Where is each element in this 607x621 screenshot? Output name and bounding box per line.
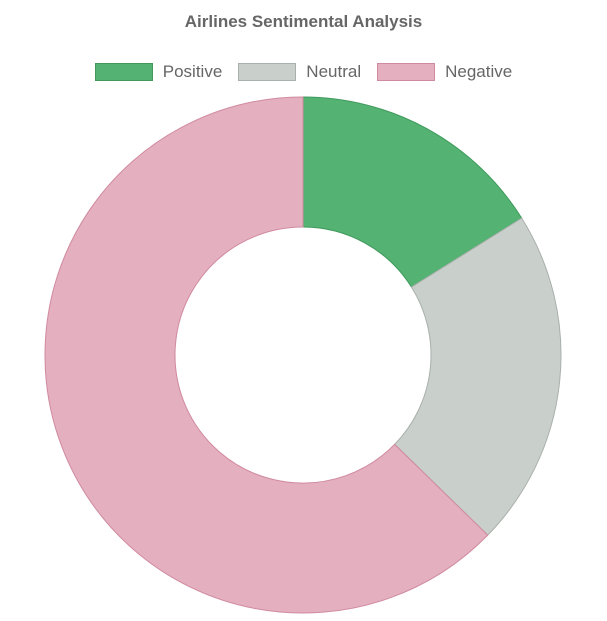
slice-neutral[interactable]	[393, 217, 562, 536]
legend-item-negative[interactable]: Negative	[377, 62, 512, 82]
chart-title: Airlines Sentimental Analysis	[184, 12, 423, 31]
legend-label-negative: Negative	[445, 62, 513, 81]
legend-swatch-neutral	[238, 63, 297, 81]
legend-item-positive[interactable]: Positive	[94, 62, 223, 82]
legend-label-neutral: Neutral	[306, 62, 362, 81]
slice-negative[interactable]	[44, 96, 489, 614]
slice-positive[interactable]	[302, 96, 523, 288]
legend-swatch-negative	[377, 63, 436, 81]
legend: Positive Neutral Negative	[0, 62, 607, 82]
legend-swatch-positive	[94, 63, 153, 81]
legend-item-neutral[interactable]: Neutral	[238, 62, 361, 82]
legend-label-positive: Positive	[162, 62, 223, 81]
